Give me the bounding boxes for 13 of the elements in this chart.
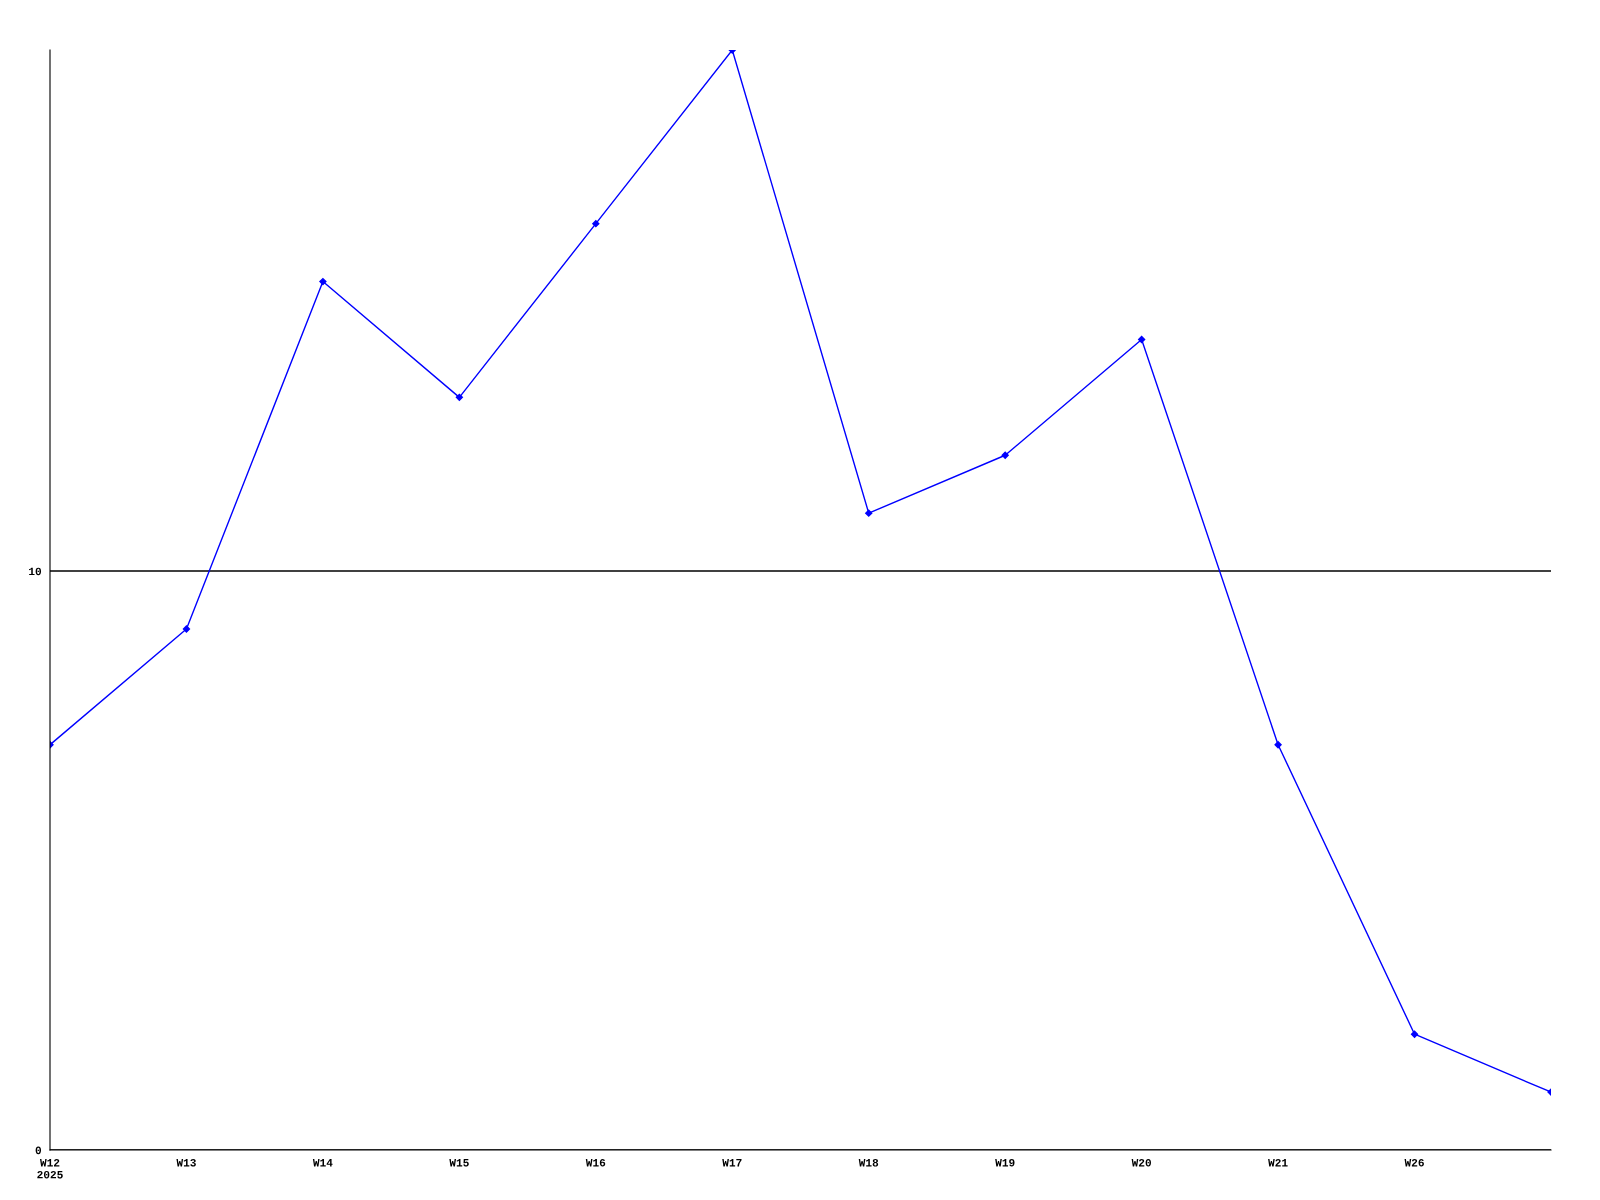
x-tick-label: W14 xyxy=(312,1159,333,1167)
x-tick-label: W13 xyxy=(176,1158,196,1167)
x-tick-label: W18 xyxy=(858,1158,879,1167)
x-tick-label: W19 xyxy=(995,1158,1015,1167)
x-tick-label: W20 xyxy=(1131,1158,1151,1167)
x-tick-label: W26 xyxy=(1404,1158,1424,1167)
x-tick-label: W16 xyxy=(585,1158,606,1167)
x-tick-label: W12 2025 xyxy=(37,1158,63,1179)
x-tick-label: W21 xyxy=(1268,1158,1288,1167)
y-tick-label: 10 xyxy=(29,567,42,576)
x-tick-label: W15 xyxy=(449,1159,469,1167)
x-tick-label: W17 xyxy=(722,1159,742,1167)
y-tick-label: 0 xyxy=(35,1146,42,1155)
